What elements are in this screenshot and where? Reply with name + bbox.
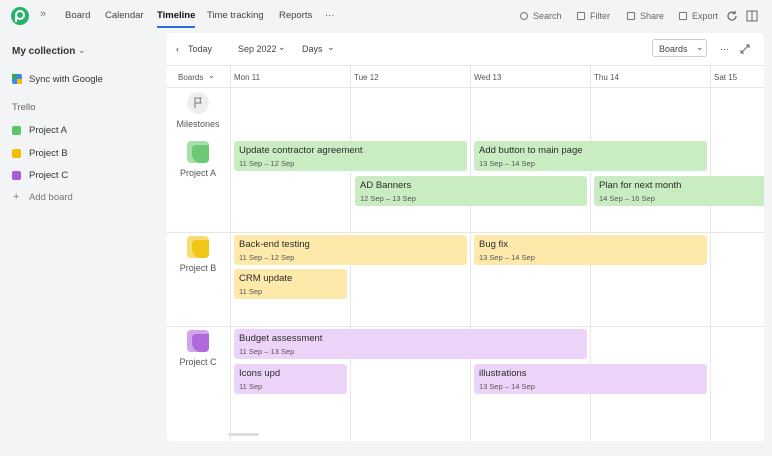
- action-button[interactable]: Filter: [590, 11, 610, 21]
- task-title: illustrations: [479, 368, 527, 379]
- task-card[interactable]: Bug fix 13 Sep – 14 Sep: [474, 235, 707, 265]
- task-card[interactable]: Update contractor agreement 11 Sep – 12 S…: [234, 141, 467, 171]
- project-label: Project B: [179, 263, 217, 273]
- boards-button-label: Boards: [659, 44, 688, 54]
- project-name[interactable]: Project C: [29, 170, 69, 181]
- task-title: AD Banners: [360, 180, 412, 191]
- task-dates: 11 Sep – 12 Sep: [239, 253, 295, 262]
- task-title: Plan for next month: [599, 180, 682, 191]
- task-dates: 11 Sep – 12 Sep: [239, 159, 295, 168]
- nav-tab[interactable]: Time tracking: [207, 10, 264, 21]
- task-card[interactable]: Add button to main page 13 Sep – 14 Sep: [474, 141, 707, 171]
- task-dates: 11 Sep: [239, 382, 263, 391]
- dropdown-icon: ⌄: [208, 71, 215, 80]
- task-dates: 12 Sep – 13 Sep: [360, 194, 416, 203]
- expand-icon[interactable]: »: [40, 8, 47, 20]
- divider: [167, 87, 764, 88]
- layout-icon[interactable]: [746, 10, 758, 22]
- scale-picker[interactable]: Days: [302, 44, 323, 54]
- nav-tab[interactable]: Timeline: [157, 10, 196, 21]
- project-icon: [192, 334, 209, 352]
- project-icon: [192, 145, 209, 163]
- nav-tab[interactable]: Board: [65, 10, 91, 21]
- task-card[interactable]: CRM update 11 Sep: [234, 269, 347, 299]
- task-title: Icons upd: [239, 368, 281, 379]
- today-button[interactable]: Today: [188, 44, 213, 54]
- task-title: Add button to main page: [479, 145, 583, 156]
- task-card[interactable]: AD Banners 12 Sep – 13 Sep: [355, 176, 587, 206]
- project-icon: [192, 240, 209, 258]
- action-icon: [577, 12, 585, 20]
- project-label: Project A: [179, 168, 217, 178]
- task-dates: 11 Sep – 13 Sep: [239, 347, 295, 356]
- fullscreen-icon[interactable]: [740, 44, 750, 54]
- timeline-panel: ‹ Today Sep 2022 ⌄ Days ⌄ Boards ⌄ ··· B…: [167, 33, 764, 441]
- day-label: Tue 12: [354, 73, 379, 82]
- project-checkbox[interactable]: [12, 126, 21, 135]
- boards-button[interactable]: [652, 39, 707, 57]
- day-label: Sat 15: [714, 73, 738, 82]
- task-dates: 13 Sep – 14 Sep: [479, 159, 535, 168]
- action-button[interactable]: Share: [640, 11, 665, 21]
- dropdown-icon: ⌄: [278, 42, 286, 52]
- group-title: Trello: [12, 102, 36, 113]
- sync-google[interactable]: Sync with Google: [29, 74, 103, 85]
- task-title: Bug fix: [479, 239, 509, 250]
- nav-tab[interactable]: Calendar: [105, 10, 144, 21]
- divider: [167, 65, 764, 66]
- google-icon: [12, 74, 22, 84]
- day-divider: [710, 65, 711, 441]
- action-icon: [627, 12, 635, 20]
- refresh-icon[interactable]: [726, 10, 738, 22]
- task-dates: 11 Sep: [239, 287, 263, 296]
- task-card[interactable]: Plan for next month 14 Sep – 16 Sep: [594, 176, 764, 206]
- task-title: Back-end testing: [239, 239, 310, 250]
- add-board[interactable]: Add board: [29, 192, 73, 203]
- project-checkbox[interactable]: [12, 148, 21, 158]
- task-dates: 14 Sep – 16 Sep: [599, 194, 655, 203]
- task-title: CRM update: [239, 273, 293, 284]
- milestone-icon: [187, 92, 209, 114]
- scrollbar[interactable]: [228, 433, 259, 436]
- active-underline: [157, 26, 195, 28]
- action-icon: [520, 12, 528, 20]
- task-card[interactable]: illustrations 13 Sep – 14 Sep: [474, 364, 707, 394]
- dropdown-icon: ⌄: [696, 42, 704, 52]
- project-label: Project C: [179, 357, 217, 367]
- day-label: Wed 13: [474, 73, 502, 82]
- task-title: Update contractor agreement: [239, 145, 363, 156]
- task-dates: 13 Sep – 14 Sep: [479, 382, 535, 391]
- project-name[interactable]: Project B: [29, 147, 68, 159]
- day-divider: [470, 65, 471, 441]
- nav-tab[interactable]: ···: [325, 10, 335, 21]
- task-dates: 13 Sep – 14 Sep: [479, 253, 535, 262]
- action-button[interactable]: Export: [692, 11, 719, 21]
- day-label: Thu 14: [594, 73, 619, 82]
- dropdown-icon[interactable]: ⌄: [78, 45, 86, 55]
- task-card[interactable]: Budget assessment 11 Sep – 13 Sep: [234, 329, 587, 359]
- nav-tab[interactable]: Reports: [279, 10, 313, 21]
- add-icon[interactable]: +: [13, 191, 20, 203]
- task-card[interactable]: Icons upd 11 Sep: [234, 364, 347, 394]
- boards-header[interactable]: Boards: [178, 73, 204, 82]
- day-label: Mon 11: [234, 73, 261, 82]
- project-name[interactable]: Project A: [29, 125, 68, 136]
- prev-icon[interactable]: ‹: [176, 44, 179, 54]
- month-picker[interactable]: Sep 2022: [238, 44, 277, 54]
- action-icon: [679, 12, 687, 20]
- task-title: Budget assessment: [239, 333, 323, 344]
- dropdown-icon: ⌄: [327, 42, 335, 52]
- row-divider: [167, 326, 764, 327]
- project-checkbox[interactable]: [12, 171, 21, 180]
- more-button[interactable]: ···: [720, 44, 729, 54]
- day-divider: [230, 65, 231, 441]
- collection-title[interactable]: My collection: [12, 46, 76, 57]
- milestones-label: Milestones: [176, 119, 220, 129]
- action-button[interactable]: Search: [533, 11, 562, 21]
- row-divider: [167, 232, 764, 233]
- task-card[interactable]: Back-end testing 11 Sep – 12 Sep: [234, 235, 467, 265]
- logo[interactable]: [10, 6, 30, 26]
